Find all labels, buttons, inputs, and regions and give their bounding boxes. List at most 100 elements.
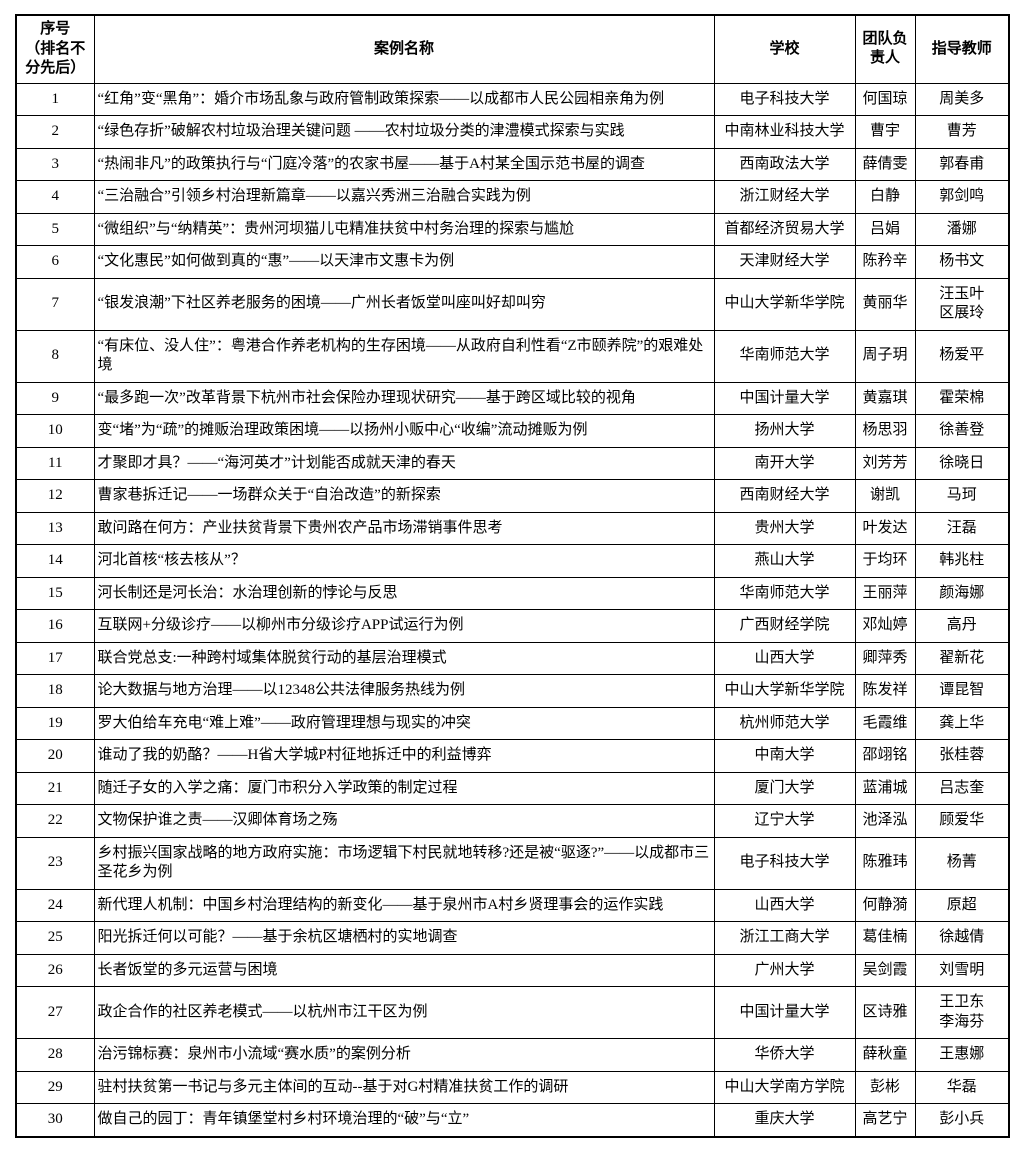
teacher-cell: 杨书文 xyxy=(914,245,1010,279)
column-header-leader: 团队负 责人 xyxy=(854,14,916,84)
case-title-cell: 曹家巷拆迁记——一场群众关于“自治改造”的新探索 xyxy=(93,479,715,513)
table-row: 20 谁动了我的奶酪？——H省大学城P村征地拆迁中的利益博弈 中南大学 邵翊铭 … xyxy=(15,739,1010,773)
case-title-cell: 罗大伯给车充电“难上难”——政府管理理想与现实的冲突 xyxy=(93,706,715,740)
teacher-cell: 华磊 xyxy=(914,1070,1010,1104)
school-cell: 浙江财经大学 xyxy=(713,180,856,214)
table-row: 11 才聚即才具？——“海河英才”计划能否成就天津的春天 南开大学 刘芳芳 徐晓… xyxy=(15,446,1010,480)
table-row: 3 “热闹非凡”的政策执行与“门庭冷落”的农家书屋——基于A村某全国示范书屋的调… xyxy=(15,147,1010,181)
leader-cell: 薛秋童 xyxy=(854,1038,916,1072)
rank-cell: 16 xyxy=(15,609,95,643)
table-row: 9 “最多跑一次”改革背景下杭州市社会保险办理现状研究——基于跨区域比较的视角 … xyxy=(15,381,1010,415)
leader-cell: 吕娟 xyxy=(854,212,916,246)
table-row: 15 河长制还是河长治：水治理创新的悖论与反思 华南师范大学 王丽萍 颜海娜 xyxy=(15,576,1010,610)
teacher-cell: 徐越倩 xyxy=(914,921,1010,955)
leader-cell: 邓灿婷 xyxy=(854,609,916,643)
rank-cell: 15 xyxy=(15,576,95,610)
rank-cell: 22 xyxy=(15,804,95,838)
teacher-cell: 谭昆智 xyxy=(914,674,1010,708)
case-title-cell: 联合党总支:一种跨村域集体脱贫行动的基层治理模式 xyxy=(93,641,715,675)
column-header-teacher: 指导教师 xyxy=(914,14,1010,84)
case-title-cell: 治污锦标赛：泉州市小流域“赛水质”的案例分析 xyxy=(93,1038,715,1072)
school-cell: 扬州大学 xyxy=(713,414,856,448)
leader-cell: 陈矜辛 xyxy=(854,245,916,279)
rank-cell: 18 xyxy=(15,674,95,708)
teacher-cell: 张桂蓉 xyxy=(914,739,1010,773)
leader-cell: 池泽泓 xyxy=(854,804,916,838)
school-cell: 广西财经学院 xyxy=(713,609,856,643)
table-row: 18 论大数据与地方治理——以12348公共法律服务热线为例 中山大学新华学院 … xyxy=(15,674,1010,708)
case-title-cell: “红角”变“黑角”：婚介市场乱象与政府管制政策探索——以成都市人民公园相亲角为例 xyxy=(93,82,715,116)
rank-cell: 23 xyxy=(15,836,95,890)
rank-cell: 7 xyxy=(15,277,95,331)
case-title-cell: “微组织”与“纳精英”：贵州河坝猫儿屯精准扶贫中村务治理的探索与尴尬 xyxy=(93,212,715,246)
case-title-cell: 政企合作的社区养老模式——以杭州市江干区为例 xyxy=(93,986,715,1039)
case-title-cell: “银发浪潮”下社区养老服务的困境——广州长者饭堂叫座叫好却叫穷 xyxy=(93,277,715,331)
table-body: 1 “红角”变“黑角”：婚介市场乱象与政府管制政策探索——以成都市人民公园相亲角… xyxy=(15,82,1010,1137)
table-row: 10 变“堵”为“疏”的摊贩治理政策困境——以扬州小贩中心“收编”流动摊贩为例 … xyxy=(15,414,1010,448)
teacher-cell: 高丹 xyxy=(914,609,1010,643)
rank-cell: 5 xyxy=(15,212,95,246)
case-title-cell: “有床位、没人住”：粤港合作养老机构的生存困境——从政府自利性看“Z市颐养院”的… xyxy=(93,329,715,383)
case-title-cell: 敢问路在何方：产业扶贫背景下贵州农产品市场滞销事件思考 xyxy=(93,511,715,545)
teacher-cell: 吕志奎 xyxy=(914,771,1010,805)
rank-cell: 26 xyxy=(15,953,95,987)
case-title-cell: 新代理人机制：中国乡村治理结构的新变化——基于泉州市A村乡贤理事会的运作实践 xyxy=(93,888,715,922)
rank-cell: 11 xyxy=(15,446,95,480)
school-cell: 重庆大学 xyxy=(713,1103,856,1137)
case-title-cell: 论大数据与地方治理——以12348公共法律服务热线为例 xyxy=(93,674,715,708)
table-row: 12 曹家巷拆迁记——一场群众关于“自治改造”的新探索 西南财经大学 谢凯 马珂 xyxy=(15,479,1010,513)
rank-cell: 30 xyxy=(15,1103,95,1137)
leader-cell: 何静漪 xyxy=(854,888,916,922)
case-title-cell: 乡村振兴国家战略的地方政府实施：市场逻辑下村民就地转移?还是被“驱逐?”——以成… xyxy=(93,836,715,890)
rank-cell: 14 xyxy=(15,544,95,578)
rank-cell: 29 xyxy=(15,1070,95,1104)
teacher-cell: 刘雪明 xyxy=(914,953,1010,987)
table-row: 19 罗大伯给车充电“难上难”——政府管理理想与现实的冲突 杭州师范大学 毛霞维… xyxy=(15,706,1010,740)
school-cell: 天津财经大学 xyxy=(713,245,856,279)
case-title-cell: 做自己的园丁：青年镇堡堂村乡村环境治理的“破”与“立” xyxy=(93,1103,715,1137)
leader-cell: 何国琼 xyxy=(854,82,916,116)
rank-cell: 25 xyxy=(15,921,95,955)
cases-table-container: 序号 （排名不 分先后） 案例名称 学校 团队负 责人 指导教师 1 “红角”变… xyxy=(15,14,1010,1138)
case-title-cell: “最多跑一次”改革背景下杭州市社会保险办理现状研究——基于跨区域比较的视角 xyxy=(93,381,715,415)
teacher-cell: 翟新花 xyxy=(914,641,1010,675)
teacher-cell: 周美多 xyxy=(914,82,1010,116)
school-cell: 中南林业科技大学 xyxy=(713,115,856,149)
case-title-cell: 驻村扶贫第一书记与多元主体间的互动--基于对G村精准扶贫工作的调研 xyxy=(93,1070,715,1104)
leader-cell: 谢凯 xyxy=(854,479,916,513)
rank-cell: 19 xyxy=(15,706,95,740)
school-cell: 华侨大学 xyxy=(713,1038,856,1072)
school-cell: 华南师范大学 xyxy=(713,576,856,610)
table-row: 1 “红角”变“黑角”：婚介市场乱象与政府管制政策探索——以成都市人民公园相亲角… xyxy=(15,82,1010,116)
table-row: 8 “有床位、没人住”：粤港合作养老机构的生存困境——从政府自利性看“Z市颐养院… xyxy=(15,329,1010,383)
teacher-cell: 杨爱平 xyxy=(914,329,1010,383)
rank-cell: 1 xyxy=(15,82,95,116)
rank-cell: 6 xyxy=(15,245,95,279)
rank-cell: 4 xyxy=(15,180,95,214)
column-header-title: 案例名称 xyxy=(93,14,715,84)
table-row: 24 新代理人机制：中国乡村治理结构的新变化——基于泉州市A村乡贤理事会的运作实… xyxy=(15,888,1010,922)
leader-cell: 卿萍秀 xyxy=(854,641,916,675)
leader-cell: 于均环 xyxy=(854,544,916,578)
table-row: 26 长者饭堂的多元运营与困境 广州大学 吴剑霞 刘雪明 xyxy=(15,953,1010,987)
school-cell: 首都经济贸易大学 xyxy=(713,212,856,246)
table-row: 22 文物保护谁之责——汉卿体育场之殇 辽宁大学 池泽泓 顾爱华 xyxy=(15,804,1010,838)
teacher-cell: 彭小兵 xyxy=(914,1103,1010,1137)
teacher-cell: 颜海娜 xyxy=(914,576,1010,610)
rank-cell: 28 xyxy=(15,1038,95,1072)
leader-cell: 刘芳芳 xyxy=(854,446,916,480)
rank-cell: 21 xyxy=(15,771,95,805)
leader-cell: 曹宇 xyxy=(854,115,916,149)
school-cell: 南开大学 xyxy=(713,446,856,480)
school-cell: 辽宁大学 xyxy=(713,804,856,838)
table-row: 16 互联网+分级诊疗——以柳州市分级诊疗APP试运行为例 广西财经学院 邓灿婷… xyxy=(15,609,1010,643)
school-cell: 电子科技大学 xyxy=(713,82,856,116)
school-cell: 山西大学 xyxy=(713,888,856,922)
table-row: 6 “文化惠民”如何做到真的“惠”——以天津市文惠卡为例 天津财经大学 陈矜辛 … xyxy=(15,245,1010,279)
school-cell: 广州大学 xyxy=(713,953,856,987)
school-cell: 西南财经大学 xyxy=(713,479,856,513)
leader-cell: 吴剑霞 xyxy=(854,953,916,987)
teacher-cell: 龚上华 xyxy=(914,706,1010,740)
table-row: 13 敢问路在何方：产业扶贫背景下贵州农产品市场滞销事件思考 贵州大学 叶发达 … xyxy=(15,511,1010,545)
teacher-cell: 王卫东 李海芬 xyxy=(914,986,1010,1039)
